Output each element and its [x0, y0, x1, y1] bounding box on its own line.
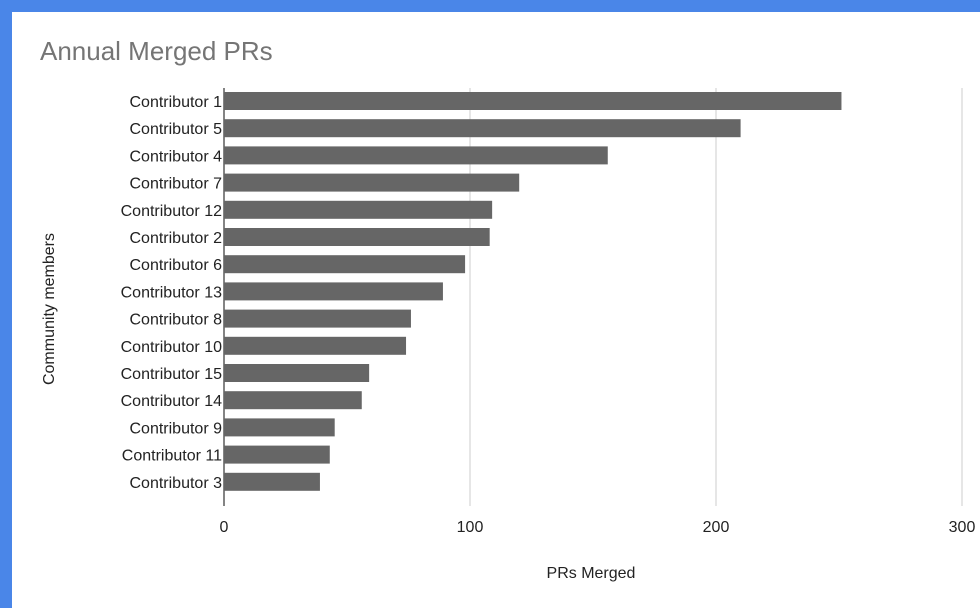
x-tick-labels: 0 100 200 300	[220, 519, 976, 536]
category-label: Contributor 14	[121, 393, 222, 410]
bars	[224, 92, 842, 491]
category-label: Contributor 6	[130, 257, 223, 274]
category-label: Contributor 3	[130, 475, 223, 492]
category-label: Contributor 9	[130, 420, 223, 437]
y-axis-title: Community members	[41, 233, 58, 385]
bar	[224, 119, 741, 138]
bar	[224, 391, 362, 410]
bar	[224, 173, 520, 192]
category-label: Contributor 2	[130, 230, 223, 247]
category-label: Contributor 10	[121, 339, 222, 356]
bar	[224, 200, 493, 219]
category-label: Contributor 12	[121, 203, 222, 220]
bar	[224, 282, 443, 301]
bar	[224, 146, 608, 165]
x-tick-label: 300	[949, 519, 976, 536]
bar	[224, 92, 842, 110]
bar	[224, 255, 466, 274]
bar	[224, 336, 407, 355]
category-label: Contributor 4	[130, 148, 223, 165]
category-labels: Contributor 1 Contributor 5 Contributor 4 C…	[121, 94, 222, 492]
x-tick-label: 200	[703, 519, 730, 536]
x-tick-label: 100	[457, 519, 484, 536]
bar	[224, 445, 330, 464]
category-label: Contributor 8	[130, 312, 223, 329]
chart-card: Annual Merged PRs Contributor 1 Contribut…	[12, 12, 980, 608]
category-label: Contributor 11	[122, 448, 222, 465]
category-label: Contributor 15	[121, 366, 222, 383]
chart-title: Annual Merged PRs	[40, 36, 273, 66]
category-label: Contributor 5	[130, 121, 223, 138]
bar	[224, 364, 370, 382]
bar	[224, 309, 411, 328]
bar	[224, 418, 335, 437]
bar	[224, 228, 490, 246]
x-tick-label: 0	[220, 519, 229, 536]
bar	[224, 472, 320, 491]
category-label: Contributor 1	[130, 94, 223, 111]
category-label: Contributor 7	[130, 176, 223, 193]
bar-chart: Annual Merged PRs Contributor 1Contribut…	[40, 36, 976, 582]
x-axis-title: PRs Merged	[547, 565, 636, 582]
category-label: Contributor 13	[121, 284, 222, 301]
